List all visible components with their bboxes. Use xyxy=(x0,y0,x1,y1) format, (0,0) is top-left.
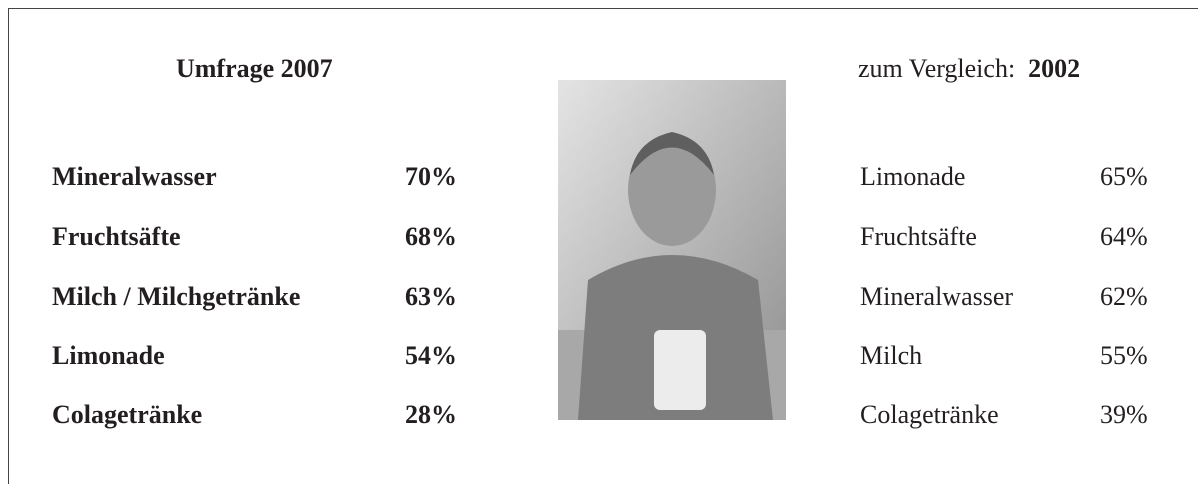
right-value: 62% xyxy=(1100,282,1148,311)
left-label: Fruchtsäfte xyxy=(52,222,181,251)
left-value: 54% xyxy=(405,341,457,370)
head xyxy=(628,134,716,246)
left-title: Umfrage 2007 xyxy=(176,54,333,83)
left-value: 68% xyxy=(405,222,457,251)
right-label: Colagetränke xyxy=(860,400,999,429)
right-label: Fruchtsäfte xyxy=(860,222,977,251)
left-label: Colagetränke xyxy=(52,400,203,429)
glass xyxy=(654,330,706,410)
right-value: 65% xyxy=(1100,162,1148,191)
left-value: 70% xyxy=(405,162,457,191)
left-value: 28% xyxy=(405,400,457,429)
right-title: zum Vergleich: 2002 xyxy=(858,54,1080,84)
photo xyxy=(558,80,786,420)
right-title-prefix: zum Vergleich: xyxy=(858,54,1016,83)
right-label: Limonade xyxy=(860,162,966,191)
right-label: Mineralwasser xyxy=(860,282,1014,311)
right-value: 55% xyxy=(1100,341,1148,370)
right-label: Milch xyxy=(860,341,923,370)
left-value: 63% xyxy=(405,282,457,311)
left-label: Milch / Milchgetränke xyxy=(52,282,301,311)
right-value: 64% xyxy=(1100,222,1148,251)
left-label: Mineralwasser xyxy=(52,162,217,191)
hair xyxy=(630,132,714,175)
left-label: Limonade xyxy=(52,341,165,370)
right-value: 39% xyxy=(1100,400,1148,429)
frame xyxy=(8,8,1198,484)
right-title-year: 2002 xyxy=(1028,54,1081,83)
